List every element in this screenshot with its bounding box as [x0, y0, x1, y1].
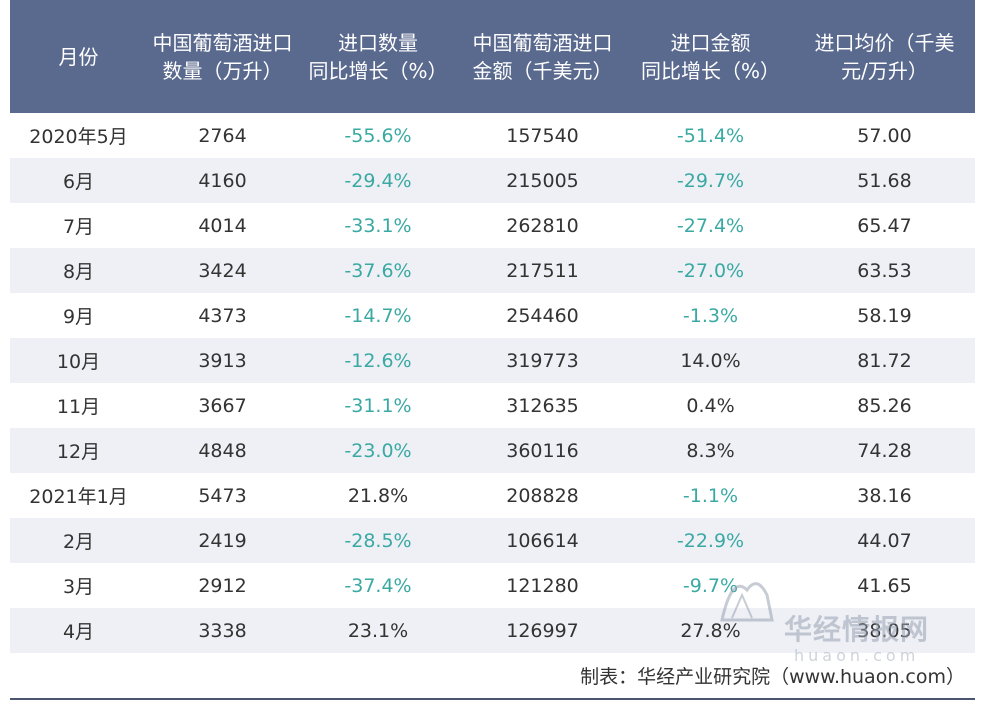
cell-import-amount: 262810	[506, 214, 579, 237]
cell-month: 8月	[62, 261, 95, 283]
header-avg-price: 进口均价（千美 元/万升）	[814, 30, 955, 83]
table-row: 8月 3424 -37.6% 217511 -27.0% 63.53	[10, 248, 975, 293]
cell-amount-yoy: -51.4%	[676, 124, 745, 147]
cell-import-amount: 215005	[506, 169, 579, 192]
cell-month: 6月	[62, 171, 95, 193]
table-row: 2020年5月 2764 -55.6% 157540 -51.4% 57.00	[10, 113, 975, 158]
cell-qty-yoy: -33.1%	[344, 214, 412, 237]
table-row: 11月 3667 -31.1% 312635 0.4% 85.26	[10, 383, 975, 428]
cell-month: 3月	[62, 576, 95, 598]
cell-import-qty: 3338	[198, 619, 247, 642]
cell-avg-price: 38.05	[857, 619, 912, 642]
cell-avg-price: 65.47	[857, 214, 912, 237]
cell-qty-yoy: 21.8%	[347, 484, 409, 507]
table-body: 2020年5月 2764 -55.6% 157540 -51.4% 57.00 6月 4160…	[10, 113, 975, 653]
header-amount-yoy: 进口金额 同比增长（%）	[640, 30, 780, 83]
header-import-amount: 中国葡萄酒进口 金额（千美元）	[472, 30, 613, 83]
table-row: 9月 4373 -14.7% 254460 -1.3% 58.19	[10, 293, 975, 338]
cell-amount-yoy: -27.4%	[676, 214, 745, 237]
cell-month: 4月	[62, 621, 95, 643]
cell-month: 2020年5月	[29, 126, 128, 148]
cell-avg-price: 63.53	[857, 259, 912, 282]
cell-import-amount: 126997	[506, 619, 579, 642]
cell-qty-yoy: -28.5%	[344, 529, 412, 552]
table-row: 7月 4014 -33.1% 262810 -27.4% 65.47	[10, 203, 975, 248]
cell-import-qty: 3667	[198, 394, 247, 417]
cell-amount-yoy: 8.3%	[686, 439, 735, 462]
cell-avg-price: 85.26	[857, 394, 912, 417]
bottom-divider	[10, 698, 975, 700]
table-footer-source: 制表：华经产业研究院（www.huaon.com）	[580, 666, 965, 688]
header-qty-yoy: 进口数量 同比增长（%）	[308, 30, 448, 83]
cell-qty-yoy: -29.4%	[344, 169, 412, 192]
cell-import-amount: 319773	[506, 349, 579, 372]
cell-import-amount: 360116	[506, 439, 579, 462]
cell-amount-yoy: -1.1%	[682, 484, 739, 507]
cell-avg-price: 44.07	[857, 529, 912, 552]
table-row: 3月 2912 -37.4% 121280 -9.7% 41.65	[10, 563, 975, 608]
cell-import-qty: 5473	[198, 484, 247, 507]
table-row: 2月 2419 -28.5% 106614 -22.9% 44.07	[10, 518, 975, 563]
cell-import-qty: 2764	[198, 124, 247, 147]
cell-avg-price: 58.19	[857, 304, 912, 327]
cell-import-qty: 2419	[198, 529, 247, 552]
cell-amount-yoy: 14.0%	[680, 349, 741, 372]
header-import-qty: 中国葡萄酒进口 数量（万升）	[152, 30, 293, 83]
cell-import-qty: 4160	[198, 169, 247, 192]
cell-month: 11月	[56, 396, 101, 418]
cell-month: 2月	[62, 531, 95, 553]
cell-import-qty: 4848	[198, 439, 247, 462]
cell-avg-price: 57.00	[857, 124, 912, 147]
cell-import-qty: 2912	[198, 574, 247, 597]
cell-import-qty: 4014	[198, 214, 247, 237]
cell-qty-yoy: -31.1%	[344, 394, 412, 417]
cell-qty-yoy: -14.7%	[344, 304, 412, 327]
cell-import-qty: 3424	[198, 259, 247, 282]
table-row: 10月 3913 -12.6% 319773 14.0% 81.72	[10, 338, 975, 383]
table-header: 月份 中国葡萄酒进口 数量（万升） 进口数量 同比增长（%） 中国葡萄酒进口 金…	[10, 0, 975, 113]
table-row: 4月 3338 23.1% 126997 27.8% 38.05	[10, 608, 975, 653]
cell-avg-price: 38.16	[857, 484, 912, 507]
cell-qty-yoy: -55.6%	[344, 124, 412, 147]
cell-import-amount: 217511	[506, 259, 579, 282]
cell-qty-yoy: 23.1%	[347, 619, 409, 642]
cell-month: 7月	[62, 216, 95, 238]
cell-month: 2021年1月	[29, 486, 128, 508]
cell-amount-yoy: -22.9%	[676, 529, 745, 552]
cell-month: 9月	[62, 306, 95, 328]
cell-month: 10月	[56, 351, 101, 373]
cell-amount-yoy: 27.8%	[680, 619, 741, 642]
cell-import-amount: 254460	[506, 304, 579, 327]
cell-import-amount: 208828	[506, 484, 579, 507]
header-month: 月份	[58, 44, 99, 69]
cell-amount-yoy: 0.4%	[686, 394, 735, 417]
table-row: 6月 4160 -29.4% 215005 -29.7% 51.68	[10, 158, 975, 203]
cell-amount-yoy: -9.7%	[682, 574, 739, 597]
cell-import-amount: 121280	[506, 574, 579, 597]
cell-amount-yoy: -29.7%	[676, 169, 745, 192]
cell-import-amount: 157540	[506, 124, 579, 147]
cell-qty-yoy: -37.6%	[344, 259, 412, 282]
cell-import-amount: 106614	[506, 529, 579, 552]
cell-qty-yoy: -23.0%	[344, 439, 412, 462]
cell-qty-yoy: -37.4%	[344, 574, 412, 597]
cell-avg-price: 51.68	[857, 169, 912, 192]
cell-avg-price: 41.65	[857, 574, 912, 597]
cell-avg-price: 74.28	[857, 439, 912, 462]
cell-import-qty: 4373	[198, 304, 247, 327]
cell-month: 12月	[56, 441, 101, 463]
cell-qty-yoy: -12.6%	[344, 349, 412, 372]
cell-amount-yoy: -1.3%	[682, 304, 739, 327]
cell-avg-price: 81.72	[857, 349, 912, 372]
table-row: 2021年1月 5473 21.8% 208828 -1.1% 38.16	[10, 473, 975, 518]
table-row: 12月 4848 -23.0% 360116 8.3% 74.28	[10, 428, 975, 473]
cell-import-qty: 3913	[198, 349, 247, 372]
data-table: 月份 中国葡萄酒进口 数量（万升） 进口数量 同比增长（%） 中国葡萄酒进口 金…	[10, 0, 975, 700]
cell-amount-yoy: -27.0%	[676, 259, 745, 282]
cell-import-amount: 312635	[506, 394, 579, 417]
